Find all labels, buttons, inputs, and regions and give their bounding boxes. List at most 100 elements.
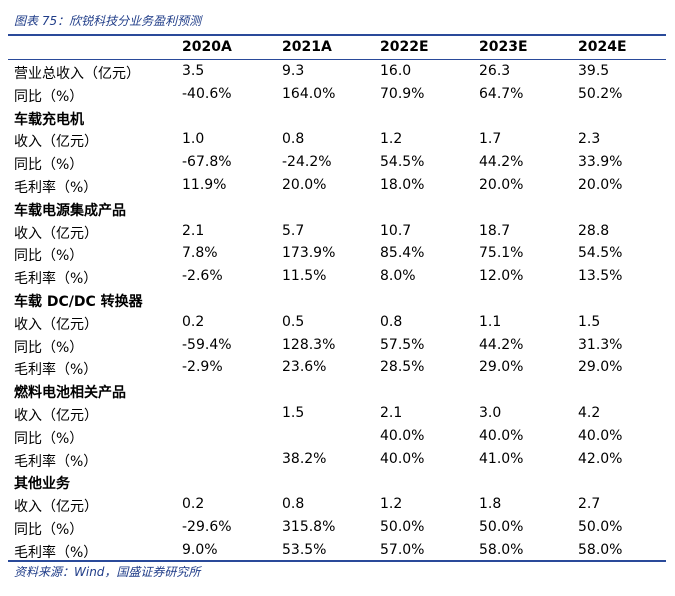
row-label: 毛利率（%） xyxy=(14,271,98,288)
table-row: 同比（%） -59.4% 128.3% 57.5% 44.2% 31.3% xyxy=(8,334,666,357)
row-label: 同比（%） xyxy=(14,248,84,265)
table-cell: 75.1% xyxy=(479,245,524,262)
row-label: 车载电源集成产品 xyxy=(14,202,126,219)
table-cell: 33.9% xyxy=(578,154,623,171)
table-cell: 29.0% xyxy=(578,359,623,376)
table-cell: 1.2 xyxy=(380,496,403,513)
table-cell: 40.0% xyxy=(380,427,425,444)
column-header: 2021A xyxy=(282,39,332,55)
table-row: 同比（%） -40.6% 164.0% 70.9% 64.7% 50.2% xyxy=(8,83,666,106)
row-label: 收入（亿元） xyxy=(14,407,98,424)
table-header: 2020A 2021A 2022E 2023E 2024E xyxy=(8,36,666,59)
row-label: 其他业务 xyxy=(14,476,70,493)
table-cell: 8.0% xyxy=(380,268,416,285)
column-header: 2020A xyxy=(182,39,232,55)
section-row: 车载电源集成产品 xyxy=(8,197,666,220)
table-cell: 1.2 xyxy=(380,131,403,148)
table-row: 毛利率（%） 11.9% 20.0% 18.0% 20.0% 20.0% xyxy=(8,174,666,197)
table-cell: 18.0% xyxy=(380,176,425,193)
table-cell: 0.8 xyxy=(282,131,305,148)
table-cell: 26.3 xyxy=(479,63,511,79)
table-cell: 57.0% xyxy=(380,541,425,558)
table-row: 同比（%） -29.6% 315.8% 50.0% 50.0% 50.0% xyxy=(8,516,666,539)
section-row: 燃料电池相关产品 xyxy=(8,379,666,402)
table-row: 毛利率（%） 9.0% 53.5% 57.0% 58.0% 58.0% xyxy=(8,539,666,562)
row-label: 同比（%） xyxy=(14,157,84,174)
row-label: 毛利率（%） xyxy=(14,453,98,470)
table-cell: 128.3% xyxy=(282,336,336,353)
table-cell: 4.2 xyxy=(578,404,601,421)
table-cell: 28.8 xyxy=(578,222,610,239)
table-cell: 58.0% xyxy=(479,541,524,558)
row-label: 同比（%） xyxy=(14,430,84,447)
table-cell: 40.0% xyxy=(380,450,425,467)
table-cell: 11.5% xyxy=(282,268,327,285)
table-cell: 1.8 xyxy=(479,496,502,513)
table-cell: 70.9% xyxy=(380,85,425,102)
table-cell: 38.2% xyxy=(282,450,327,467)
table-cell: 0.8 xyxy=(380,313,403,330)
table-cell: 50.0% xyxy=(578,518,623,535)
table-cell: 40.0% xyxy=(479,427,524,444)
table-cell: 50.2% xyxy=(578,85,623,102)
table-cell: 173.9% xyxy=(282,245,336,262)
table-row: 同比（%） 7.8% 173.9% 85.4% 75.1% 54.5% xyxy=(8,242,666,265)
top-rule xyxy=(8,34,666,36)
table-cell: 20.0% xyxy=(479,176,524,193)
table-cell: 1.0 xyxy=(182,131,205,148)
table-cell: 2.1 xyxy=(380,404,403,421)
table-caption: 图表 75：欣锐科技分业务盈利预测 xyxy=(14,14,202,28)
table-cell: 3.5 xyxy=(182,63,205,79)
table-row: 收入（亿元） 1.5 2.1 3.0 4.2 xyxy=(8,402,666,425)
table-cell: 13.5% xyxy=(578,268,623,285)
table-row: 毛利率（%） -2.6% 11.5% 8.0% 12.0% 13.5% xyxy=(8,265,666,288)
table-cell: -67.8% xyxy=(182,154,232,171)
row-label: 收入（亿元） xyxy=(14,225,98,242)
table-cell: 18.7 xyxy=(479,222,511,239)
table-row: 收入（亿元） 0.2 0.5 0.8 1.1 1.5 xyxy=(8,311,666,334)
table-cell: 50.0% xyxy=(380,518,425,535)
source-note: 资料来源：Wind，国盛证券研究所 xyxy=(14,565,201,579)
table-cell: 0.2 xyxy=(182,313,205,330)
row-label: 收入（亿元） xyxy=(14,316,98,333)
table-row: 同比（%） 40.0% 40.0% 40.0% xyxy=(8,425,666,448)
row-label: 毛利率（%） xyxy=(14,179,98,196)
row-label: 燃料电池相关产品 xyxy=(14,385,126,402)
header-rule xyxy=(8,59,666,60)
table-cell: -24.2% xyxy=(282,154,332,171)
table-cell: 1.5 xyxy=(282,404,305,421)
table-row: 收入（亿元） 2.1 5.7 10.7 18.7 28.8 xyxy=(8,220,666,243)
table-cell: 44.2% xyxy=(479,154,524,171)
table-cell: 50.0% xyxy=(479,518,524,535)
table-cell: 9.0% xyxy=(182,541,218,558)
table-row: 收入（亿元） 1.0 0.8 1.2 1.7 2.3 xyxy=(8,128,666,151)
section-row: 车载 DC/DC 转换器 xyxy=(8,288,666,311)
table-cell: 1.7 xyxy=(479,131,502,148)
row-label: 毛利率（%） xyxy=(14,544,98,561)
table-row: 收入（亿元） 0.2 0.8 1.2 1.8 2.7 xyxy=(8,493,666,516)
table-row: 毛利率（%） 38.2% 40.0% 41.0% 42.0% xyxy=(8,448,666,471)
column-header: 2023E xyxy=(479,39,528,55)
table-cell: 0.2 xyxy=(182,496,205,513)
table-cell: 2.3 xyxy=(578,131,601,148)
table-cell: 12.0% xyxy=(479,268,524,285)
table-cell: 23.6% xyxy=(282,359,327,376)
table-cell: 57.5% xyxy=(380,336,425,353)
table-row: 同比（%） -67.8% -24.2% 54.5% 44.2% 33.9% xyxy=(8,151,666,174)
table-cell: -2.6% xyxy=(182,268,223,285)
column-header: 2024E xyxy=(578,39,627,55)
table-cell: 42.0% xyxy=(578,450,623,467)
table-cell: 40.0% xyxy=(578,427,623,444)
table-cell: -40.6% xyxy=(182,85,232,102)
table-row: 毛利率（%） -2.9% 23.6% 28.5% 29.0% 29.0% xyxy=(8,356,666,379)
table-cell: 58.0% xyxy=(578,541,623,558)
table-cell: 0.5 xyxy=(282,313,305,330)
row-label: 收入（亿元） xyxy=(14,134,98,151)
table-cell: 1.5 xyxy=(578,313,601,330)
bottom-rule xyxy=(8,560,666,562)
table-cell: 44.2% xyxy=(479,336,524,353)
table-cell: 28.5% xyxy=(380,359,425,376)
table-cell: 315.8% xyxy=(282,518,336,535)
table-cell: 54.5% xyxy=(380,154,425,171)
table-cell: -59.4% xyxy=(182,336,232,353)
